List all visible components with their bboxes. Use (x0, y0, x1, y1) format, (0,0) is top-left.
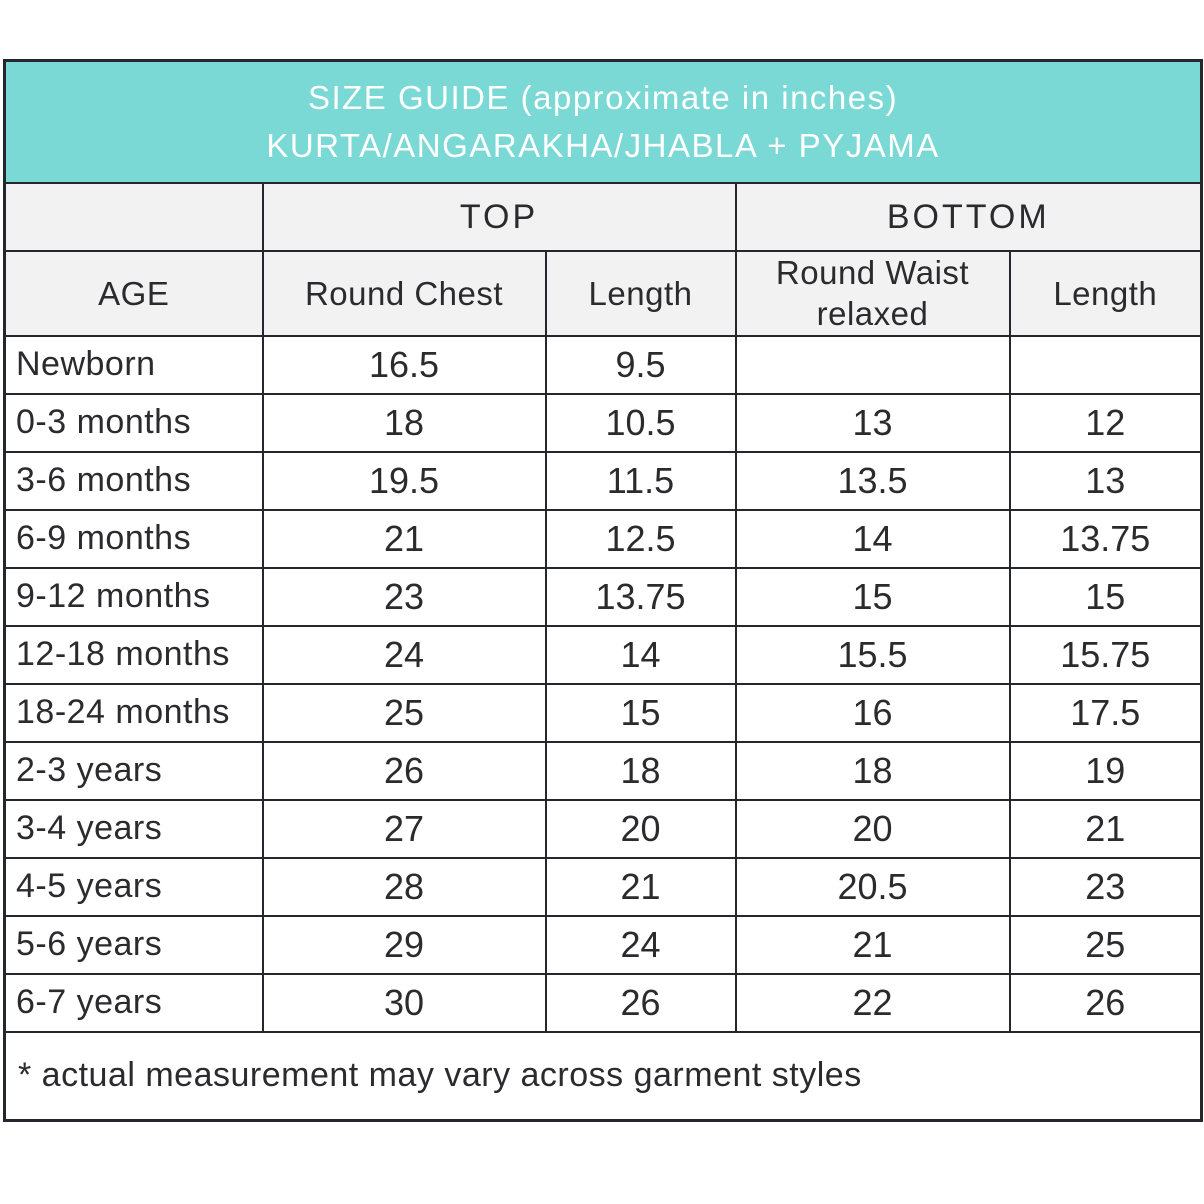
round-waist-cell: 14 (734, 508, 1011, 569)
footnote-text: * actual measurement may vary across gar… (3, 1030, 1203, 1121)
age-cell: 2-3 years (3, 740, 264, 801)
table-row: 9-12 months 23 13.75 15 15 (3, 566, 1203, 627)
corner-cell (3, 182, 264, 252)
round-chest-cell: 28 (261, 856, 547, 917)
title-line-2: KURTA/ANGARAKHA/JHABLA + PYJAMA (266, 127, 940, 164)
size-guide-table: SIZE GUIDE (approximate in inches) KURTA… (3, 59, 1204, 1122)
table-row: 6-7 years 30 26 22 26 (3, 972, 1203, 1033)
bottom-length-cell (1008, 334, 1203, 395)
column-header-row: AGE Round Chest Length Round Waist relax… (3, 250, 1203, 337)
age-cell: 3-4 years (3, 798, 264, 859)
table-row: 3-6 months 19.5 11.5 13.5 13 (3, 450, 1203, 511)
round-chest-cell: 18 (261, 392, 547, 453)
bottom-length-cell: 23 (1008, 856, 1203, 917)
round-waist-cell: 21 (734, 914, 1011, 975)
age-cell: 18-24 months (3, 682, 264, 743)
top-length-cell: 14 (544, 624, 737, 685)
bottom-length-cell: 26 (1008, 972, 1203, 1033)
round-waist-cell (734, 334, 1011, 395)
top-length-cell: 24 (544, 914, 737, 975)
round-waist-cell: 22 (734, 972, 1011, 1033)
round-chest-cell: 16.5 (261, 334, 547, 395)
column-header-age: AGE (3, 250, 264, 337)
round-chest-cell: 29 (261, 914, 547, 975)
title-banner-row: SIZE GUIDE (approximate in inches) KURTA… (3, 59, 1203, 184)
round-waist-cell: 20.5 (734, 856, 1011, 917)
table-row: 0-3 months 18 10.5 13 12 (3, 392, 1203, 453)
bottom-length-cell: 21 (1008, 798, 1203, 859)
bottom-length-cell: 19 (1008, 740, 1203, 801)
bottom-length-cell: 13.75 (1008, 508, 1203, 569)
column-header-round-waist: Round Waist relaxed (734, 250, 1011, 337)
age-cell: 9-12 months (3, 566, 264, 627)
age-cell: 3-6 months (3, 450, 264, 511)
age-cell: Newborn (3, 334, 264, 395)
table-row: 2-3 years 26 18 18 19 (3, 740, 1203, 801)
round-chest-cell: 26 (261, 740, 547, 801)
top-length-cell: 11.5 (544, 450, 737, 511)
table-row: 3-4 years 27 20 20 21 (3, 798, 1203, 859)
group-top-header: TOP (261, 182, 737, 252)
bottom-length-cell: 13 (1008, 450, 1203, 511)
table-row: 6-9 months 21 12.5 14 13.75 (3, 508, 1203, 569)
table-row: 18-24 months 25 15 16 17.5 (3, 682, 1203, 743)
round-waist-cell: 18 (734, 740, 1011, 801)
top-length-cell: 26 (544, 972, 737, 1033)
round-chest-cell: 19.5 (261, 450, 547, 511)
round-waist-cell: 13 (734, 392, 1011, 453)
table-row: 12-18 months 24 14 15.5 15.75 (3, 624, 1203, 685)
round-chest-cell: 23 (261, 566, 547, 627)
top-length-cell: 15 (544, 682, 737, 743)
top-length-cell: 12.5 (544, 508, 737, 569)
round-waist-cell: 16 (734, 682, 1011, 743)
table-row: 5-6 years 29 24 21 25 (3, 914, 1203, 975)
age-cell: 5-6 years (3, 914, 264, 975)
bottom-length-cell: 15 (1008, 566, 1203, 627)
bottom-length-cell: 25 (1008, 914, 1203, 975)
round-chest-cell: 30 (261, 972, 547, 1033)
round-chest-cell: 21 (261, 508, 547, 569)
column-header-top-length: Length (544, 250, 737, 337)
table-row: Newborn 16.5 9.5 (3, 334, 1203, 395)
top-length-cell: 21 (544, 856, 737, 917)
top-length-cell: 9.5 (544, 334, 737, 395)
round-chest-cell: 27 (261, 798, 547, 859)
top-length-cell: 10.5 (544, 392, 737, 453)
bottom-length-cell: 15.75 (1008, 624, 1203, 685)
column-header-bottom-length: Length (1008, 250, 1203, 337)
age-cell: 6-9 months (3, 508, 264, 569)
title-line-1: SIZE GUIDE (approximate in inches) (307, 79, 899, 117)
top-length-cell: 13.75 (544, 566, 737, 627)
round-waist-cell: 15.5 (734, 624, 1011, 685)
age-cell: 4-5 years (3, 856, 264, 917)
round-waist-cell: 13.5 (734, 450, 1011, 511)
top-length-cell: 18 (544, 740, 737, 801)
group-bottom-header: BOTTOM (734, 182, 1203, 252)
top-length-cell: 20 (544, 798, 737, 859)
round-waist-cell: 15 (734, 566, 1011, 627)
title-banner: SIZE GUIDE (approximate in inches) KURTA… (3, 59, 1203, 184)
column-header-round-chest: Round Chest (261, 250, 547, 337)
group-header-row: TOP BOTTOM (3, 182, 1203, 252)
age-cell: 12-18 months (3, 624, 264, 685)
bottom-length-cell: 17.5 (1008, 682, 1203, 743)
round-chest-cell: 25 (261, 682, 547, 743)
round-chest-cell: 24 (261, 624, 547, 685)
table-row: 4-5 years 28 21 20.5 23 (3, 856, 1203, 917)
round-waist-cell: 20 (734, 798, 1011, 859)
age-cell: 0-3 months (3, 392, 264, 453)
bottom-length-cell: 12 (1008, 392, 1203, 453)
footnote-row: * actual measurement may vary across gar… (3, 1030, 1203, 1121)
age-cell: 6-7 years (3, 972, 264, 1033)
